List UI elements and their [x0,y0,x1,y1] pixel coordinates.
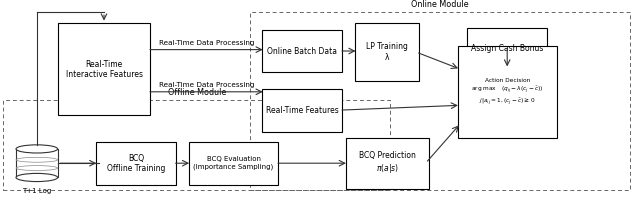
Text: Real-Time
Interactive Features: Real-Time Interactive Features [65,60,143,79]
Text: Real-Time Data Processing: Real-Time Data Processing [159,82,254,88]
Ellipse shape [16,145,58,153]
FancyBboxPatch shape [262,30,342,72]
FancyBboxPatch shape [189,142,278,185]
FancyBboxPatch shape [355,23,419,81]
Text: BCQ Evaluation
(Importance Sampling): BCQ Evaluation (Importance Sampling) [193,156,274,170]
Text: BCQ Prediction
$\pi(a|s)$: BCQ Prediction $\pi(a|s)$ [359,151,415,175]
Text: Assign Cash Bonus: Assign Cash Bonus [471,44,543,53]
Text: Real-Time Features: Real-Time Features [266,106,339,115]
FancyBboxPatch shape [467,28,547,70]
Ellipse shape [16,173,58,182]
Text: Online Batch Data: Online Batch Data [268,47,337,55]
Text: T+1 Log: T+1 Log [22,188,51,194]
FancyBboxPatch shape [58,23,150,115]
Bar [16,149,58,177]
FancyBboxPatch shape [346,138,429,189]
Text: Offline Module: Offline Module [168,88,226,97]
Text: Online Module: Online Module [411,0,469,9]
FancyBboxPatch shape [96,142,176,185]
Text: Action Decision
arg max   $(q_{ij}-\lambda(c_j-\bar{c}))$
$j|a_{ij}=1,(c_j-\bar{: Action Decision arg max $(q_{ij}-\lambda… [471,78,543,106]
FancyBboxPatch shape [262,89,342,132]
Text: LP Training
λ: LP Training λ [366,42,408,62]
Text: BCQ
Offline Training: BCQ Offline Training [107,153,165,173]
Text: Real-Time Data Processing: Real-Time Data Processing [159,40,254,45]
FancyBboxPatch shape [458,46,557,138]
